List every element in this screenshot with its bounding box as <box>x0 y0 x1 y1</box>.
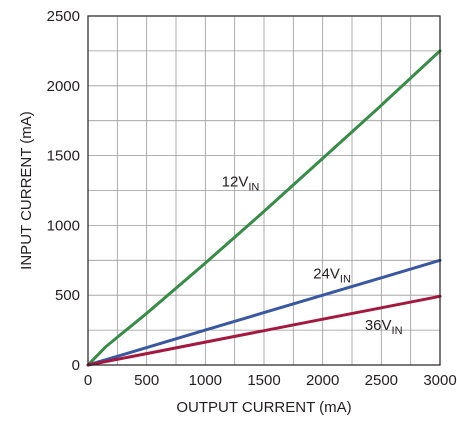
y-tick-label: 2500 <box>47 8 80 25</box>
y-tick-label: 1500 <box>47 148 80 165</box>
x-tick-label: 1500 <box>247 372 280 389</box>
x-tick-label: 1000 <box>189 372 222 389</box>
x-tick-label: 2000 <box>306 372 339 389</box>
x-tick-label: 2500 <box>365 372 398 389</box>
plot-frame <box>87 15 441 366</box>
tick-labels: 0 500 1000 1500 2000 2500 3000 0 500 1000 1500 2000… <box>47 8 457 389</box>
y-axis-title: INPUT CURRENT (mA) <box>18 111 35 270</box>
x-tick-label: 500 <box>134 372 159 389</box>
series-lines <box>86 49 442 367</box>
series-label-36v: 36VIN <box>365 317 403 337</box>
x-tick-label: 3000 <box>423 372 456 389</box>
grid <box>88 16 440 365</box>
y-tick-label: 500 <box>55 287 80 304</box>
series-line-36v <box>86 294 442 367</box>
series-label-12v: 12VIN <box>222 173 260 193</box>
y-tick-label: 0 <box>72 357 80 374</box>
y-tick-label: 1000 <box>47 217 80 234</box>
series-labels: 12VIN 24VIN 36VIN <box>222 173 403 337</box>
series-label-24v: 24VIN <box>313 265 351 285</box>
x-tick-label: 0 <box>84 372 92 389</box>
y-tick-label: 2000 <box>47 78 80 95</box>
x-axis-title: OUTPUT CURRENT (mA) <box>176 399 351 416</box>
series-line-24v <box>86 258 442 367</box>
series-line-12v <box>86 49 442 367</box>
